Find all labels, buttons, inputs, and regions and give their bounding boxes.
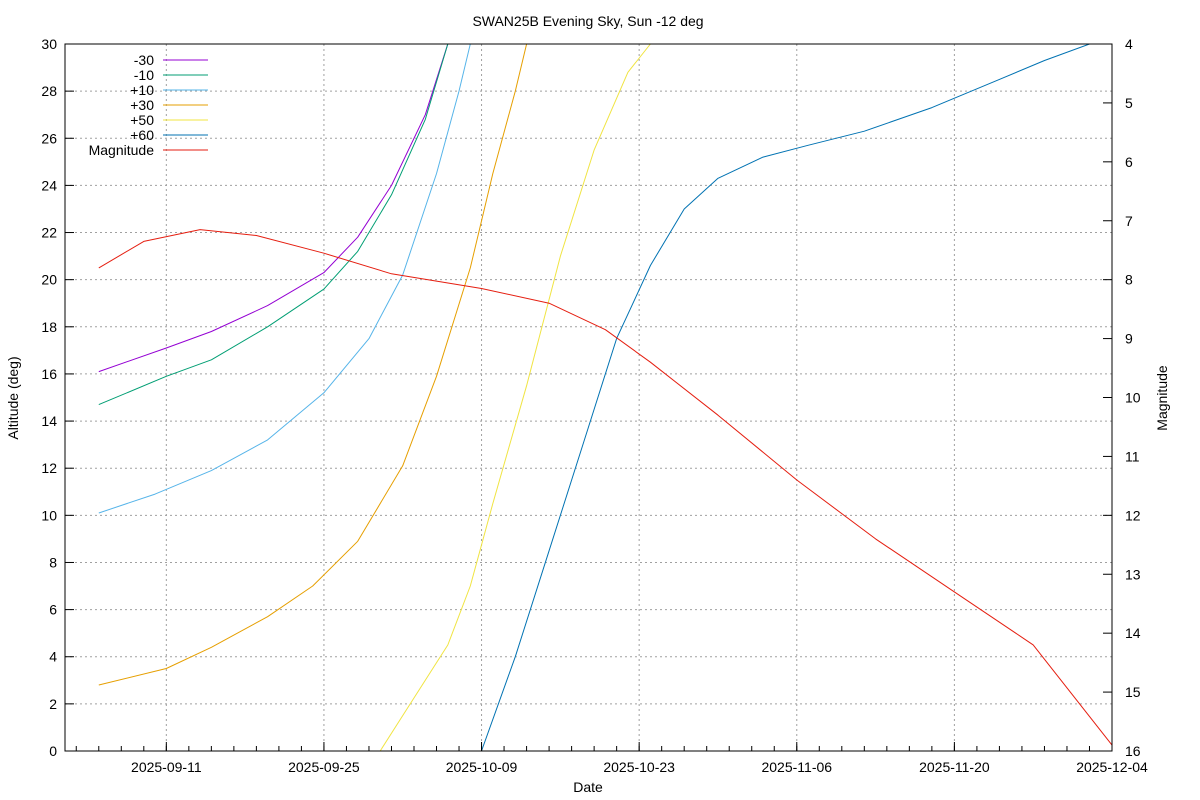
y2-tick-label: 5 [1125,95,1133,111]
series-line-5 [481,44,1090,751]
y2-tick-label: 4 [1125,36,1133,52]
y-tick-label: 12 [41,460,57,476]
series-line-0 [98,44,449,373]
y-tick-label: 30 [41,36,57,52]
legend-label: Magnitude [89,142,155,158]
x-tick-label: 2025-12-04 [1076,759,1148,775]
y2-tick-label: 6 [1125,154,1133,170]
y-tick-label: 4 [49,649,57,665]
legend-label: +10 [130,82,154,98]
y-tick-label: 8 [49,554,57,570]
plot-frame [64,43,1113,752]
y-axis-label: Altitude (deg) [5,356,21,439]
series-line-6 [98,229,1112,746]
chart-title: SWAN25B Evening Sky, Sun -12 deg [472,13,703,29]
x-axis-label: Date [573,779,603,795]
legend-label: -30 [134,52,154,68]
x-axis: 2025-09-11 2025-09-25 2025-10-09 2025-10-23… [75,742,1148,775]
legend-label: +60 [130,127,154,143]
y-tick-label: 14 [41,413,57,429]
x-tick-label: 2025-10-23 [603,759,675,775]
x-tick-label: 2025-11-06 [761,759,832,775]
y2-tick-label: 7 [1125,213,1133,229]
y-tick-label: 0 [49,743,57,759]
y-tick-label: 26 [41,130,57,146]
y2-tick-label: 11 [1125,448,1140,464]
y-tick-label: 28 [41,83,57,99]
y2-tick-label: 13 [1125,566,1141,582]
x-tick-label: 2025-09-25 [288,759,360,775]
grid [65,44,1113,751]
series-line-3 [98,44,528,686]
legend-label: +50 [130,112,154,128]
y2-tick-label: 12 [1125,507,1141,523]
y-tick-label: 18 [41,319,57,335]
legend-label: +30 [130,97,154,113]
x-tick-label: 2025-10-09 [446,759,518,775]
y2-tick-label: 9 [1125,331,1133,347]
y-axis-right: 4 5 6 7 8 9 10 11 12 13 14 15 16 [1103,36,1141,759]
y2-tick-label: 15 [1125,684,1141,700]
legend-label: -10 [134,67,154,83]
series-line-2 [98,44,471,514]
y-tick-label: 20 [41,272,57,288]
x-tick-label: 2025-09-11 [131,759,202,775]
y-tick-label: 24 [41,177,57,193]
y2-axis-label: Magnitude [1154,365,1170,431]
x-tick-label: 2025-11-20 [919,759,990,775]
y2-tick-label: 8 [1125,272,1133,288]
y-tick-label: 22 [41,225,57,241]
y-tick-label: 6 [49,602,57,618]
y-tick-label: 16 [41,366,57,382]
y-tick-label: 10 [41,507,57,523]
series-line-4 [379,44,651,751]
y-tick-label: 2 [49,696,57,712]
y2-tick-label: 16 [1125,743,1141,759]
y2-tick-label: 14 [1125,625,1141,641]
series-lines [98,44,1112,751]
series-line-1 [98,44,449,406]
y2-tick-label: 10 [1125,390,1141,406]
